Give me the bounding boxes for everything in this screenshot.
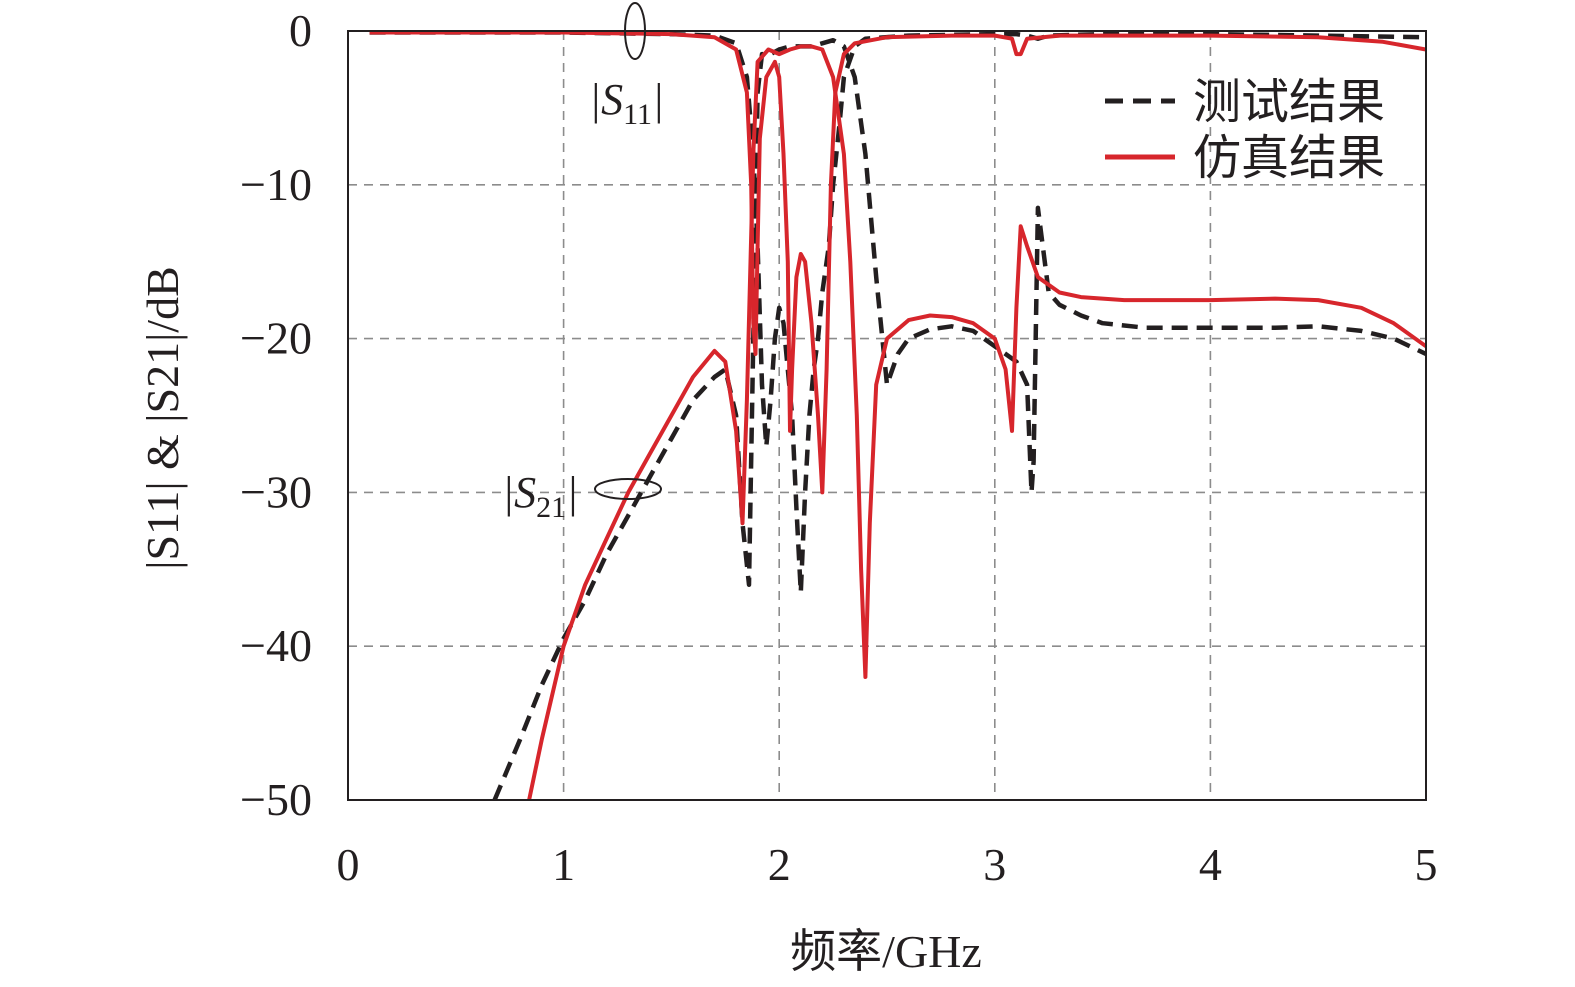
plot-frame [347, 30, 1427, 801]
y-tick-label: −50 [240, 774, 312, 825]
y-tick-label: 0 [289, 5, 312, 56]
s11-label: |S11| [589, 75, 664, 131]
y-tick-label: −30 [240, 466, 312, 517]
legend-simulated-label: 仿真结果 [1193, 132, 1385, 185]
x-tick-label: 0 [337, 839, 360, 890]
y-tick-label: −10 [240, 159, 312, 210]
s11-marker-ellipse [624, 2, 646, 60]
x-tick-label: 2 [768, 839, 791, 890]
y-tick-labels: 0 −10 −20 −30 −40 −50 [240, 5, 312, 825]
annotation-s21: |S21| [502, 468, 662, 524]
y-tick-label: −40 [240, 620, 312, 671]
y-axis-label: |S11| & |S21|/dB [137, 266, 188, 570]
y-tick-label: −20 [240, 313, 312, 364]
simulated-s21-curve [527, 44, 1426, 800]
measured-s21-curve [492, 37, 1426, 800]
x-tick-label: 5 [1415, 839, 1438, 890]
annotation-s11: |S11| [589, 2, 664, 131]
legend-measured-label: 测试结果 [1193, 76, 1385, 129]
x-axis-label: 频率/GHz [790, 926, 982, 977]
x-tick-labels: 0 1 2 3 4 5 [337, 839, 1438, 890]
measured-s11-curve [369, 30, 1426, 595]
x-tick-label: 4 [1199, 839, 1222, 890]
s21-marker-ellipse [594, 478, 662, 500]
grid [348, 31, 1426, 800]
x-tick-label: 3 [983, 839, 1006, 890]
plot-curves [369, 30, 1426, 800]
legend: 测试结果 仿真结果 [1105, 76, 1385, 185]
x-tick-label: 1 [552, 839, 575, 890]
s21-label: |S21| [502, 468, 578, 524]
